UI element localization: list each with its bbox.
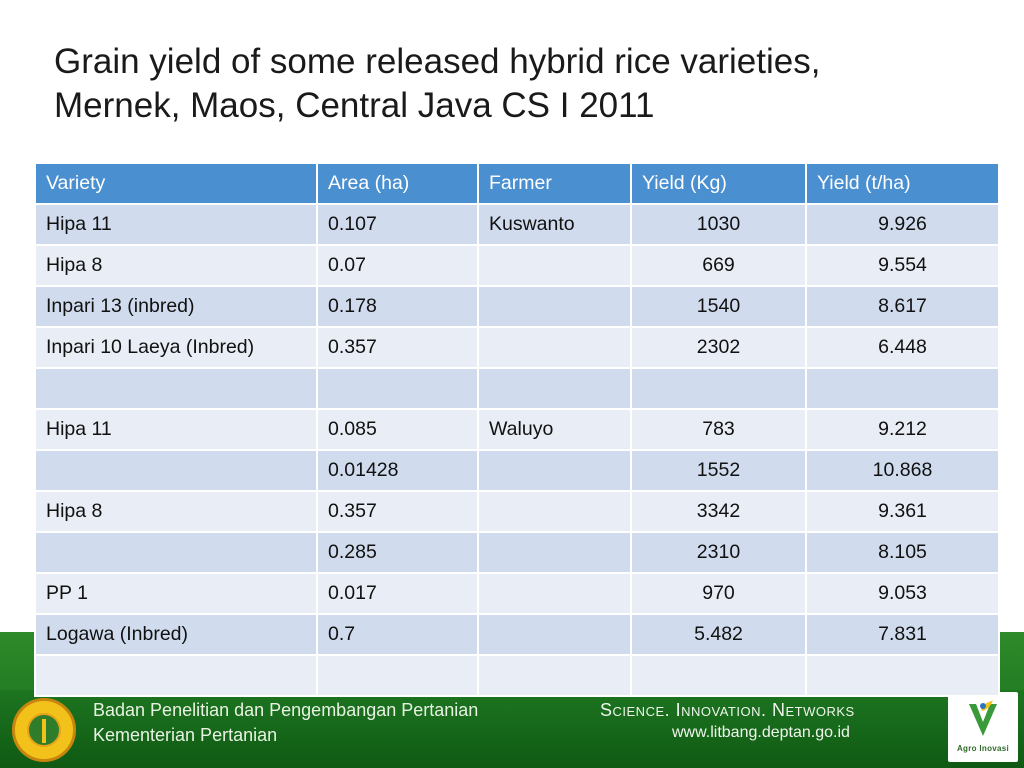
table-row: Hipa 11 0.085 Waluyo 783 9.212 — [34, 408, 1000, 451]
cell-area — [316, 654, 479, 697]
footer-org-line-1: Badan Penelitian dan Pengembangan Pertan… — [93, 700, 479, 720]
table-row: Hipa 11 0.107 Kuswanto 1030 9.926 — [34, 203, 1000, 246]
cell-yield-tha: 10.868 — [805, 449, 1000, 492]
table-row — [34, 367, 1000, 410]
cell-yield-kg: 1540 — [630, 285, 807, 328]
cell-yield-kg: 2302 — [630, 326, 807, 369]
cell-yield-tha: 8.617 — [805, 285, 1000, 328]
cell-yield-kg: 1030 — [630, 203, 807, 246]
cell-variety: Hipa 8 — [34, 244, 318, 287]
cell-yield-kg: 2310 — [630, 531, 807, 574]
cell-variety: Hipa 8 — [34, 490, 318, 533]
cell-farmer — [477, 244, 632, 287]
ministry-seal-icon — [12, 698, 76, 762]
cell-farmer — [477, 654, 632, 697]
cell-variety: Inpari 13 (inbred) — [34, 285, 318, 328]
cell-farmer — [477, 572, 632, 615]
cell-yield-tha: 6.448 — [805, 326, 1000, 369]
cell-farmer: Waluyo — [477, 408, 632, 451]
cell-variety — [34, 531, 318, 574]
cell-yield-kg: 669 — [630, 244, 807, 287]
cell-yield-tha: 9.926 — [805, 203, 1000, 246]
slide-title-line-2: Mernek, Maos, Central Java CS I 2011 — [54, 86, 655, 125]
cell-variety — [34, 654, 318, 697]
cell-area: 0.07 — [316, 244, 479, 287]
cell-yield-tha — [805, 654, 1000, 697]
cell-area: 0.357 — [316, 326, 479, 369]
cell-farmer — [477, 613, 632, 656]
cell-area: 0.01428 — [316, 449, 479, 492]
table-row: Inpari 13 (inbred) 0.178 1540 8.617 — [34, 285, 1000, 328]
cell-variety: Logawa (Inbred) — [34, 613, 318, 656]
cell-variety: Hipa 11 — [34, 408, 318, 451]
slide-title: Grain yield of some released hybrid rice… — [54, 40, 994, 128]
yield-table: Variety Area (ha) Farmer Yield (Kg) Yiel… — [34, 162, 1000, 697]
cell-farmer — [477, 367, 632, 410]
table-row: Inpari 10 Laeya (Inbred) 0.357 2302 6.44… — [34, 326, 1000, 369]
cell-farmer — [477, 490, 632, 533]
cell-yield-tha — [805, 367, 1000, 410]
header-yield-kg: Yield (Kg) — [630, 162, 807, 205]
cell-yield-tha: 8.105 — [805, 531, 1000, 574]
cell-farmer — [477, 531, 632, 574]
cell-area: 0.7 — [316, 613, 479, 656]
cell-yield-kg — [630, 654, 807, 697]
cell-yield-kg: 5.482 — [630, 613, 807, 656]
cell-yield-kg: 3342 — [630, 490, 807, 533]
cell-farmer: Kuswanto — [477, 203, 632, 246]
footer-url: www.litbang.deptan.go.id — [672, 724, 850, 741]
table-row — [34, 654, 1000, 697]
cell-area: 0.107 — [316, 203, 479, 246]
footer-org-line-2: Kementerian Pertanian — [93, 725, 278, 745]
footer-band — [0, 690, 1024, 768]
slide-title-line-1: Grain yield of some released hybrid rice… — [54, 42, 821, 81]
header-area: Area (ha) — [316, 162, 479, 205]
agro-inovasi-logo-icon: Agro Inovasi — [948, 692, 1018, 762]
cell-yield-tha: 9.212 — [805, 408, 1000, 451]
cell-variety: Inpari 10 Laeya (Inbred) — [34, 326, 318, 369]
cell-yield-kg: 783 — [630, 408, 807, 451]
table-row: 0.01428 1552 10.868 — [34, 449, 1000, 492]
cell-variety: Hipa 11 — [34, 203, 318, 246]
table-row: Hipa 8 0.357 3342 9.361 — [34, 490, 1000, 533]
cell-variety: PP 1 — [34, 572, 318, 615]
table-row: Hipa 8 0.07 669 9.554 — [34, 244, 1000, 287]
cell-farmer — [477, 285, 632, 328]
cell-yield-tha: 7.831 — [805, 613, 1000, 656]
cell-yield-kg: 1552 — [630, 449, 807, 492]
cell-area: 0.357 — [316, 490, 479, 533]
cell-yield-kg — [630, 367, 807, 410]
cell-yield-tha: 9.053 — [805, 572, 1000, 615]
cell-area: 0.017 — [316, 572, 479, 615]
cell-yield-tha: 9.361 — [805, 490, 1000, 533]
header-variety: Variety — [34, 162, 318, 205]
table-row: 0.285 2310 8.105 — [34, 531, 1000, 574]
table-row: PP 1 0.017 970 9.053 — [34, 572, 1000, 615]
cell-area: 0.085 — [316, 408, 479, 451]
agro-inovasi-label: Agro Inovasi — [956, 744, 1010, 753]
cell-area: 0.285 — [316, 531, 479, 574]
cell-farmer — [477, 326, 632, 369]
cell-area — [316, 367, 479, 410]
header-farmer: Farmer — [477, 162, 632, 205]
cell-variety — [34, 449, 318, 492]
cell-yield-tha: 9.554 — [805, 244, 1000, 287]
cell-farmer — [477, 449, 632, 492]
footer-tagline: Science. Innovation. Networks — [600, 700, 855, 720]
cell-yield-kg: 970 — [630, 572, 807, 615]
cell-area: 0.178 — [316, 285, 479, 328]
header-yield-tha: Yield (t/ha) — [805, 162, 1000, 205]
cell-variety — [34, 367, 318, 410]
table-row: Logawa (Inbred) 0.7 5.482 7.831 — [34, 613, 1000, 656]
table-header-row: Variety Area (ha) Farmer Yield (Kg) Yiel… — [34, 162, 1000, 205]
